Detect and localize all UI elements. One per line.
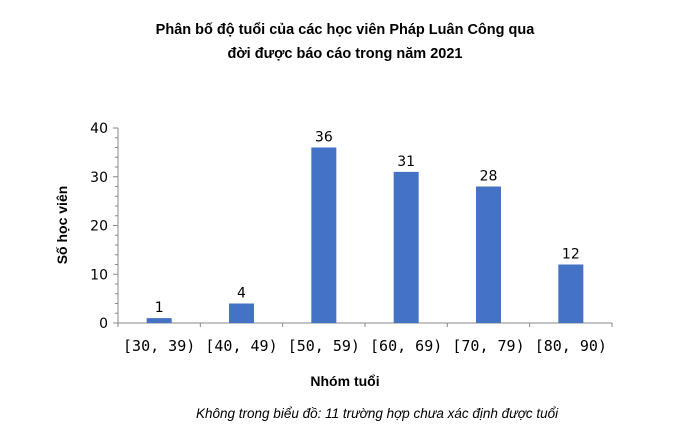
x-tick-label: [60, 69) <box>370 337 442 355</box>
y-tick-label: 30 <box>90 170 108 186</box>
bar <box>393 171 419 323</box>
chart-title: Phân bố độ tuổi của các học viên Pháp Lu… <box>0 18 690 66</box>
y-tick-label: 10 <box>90 267 108 283</box>
x-tick-label: [50, 59) <box>288 337 360 355</box>
y-tick-label: 0 <box>99 316 108 332</box>
data-label: 12 <box>562 247 580 263</box>
bar <box>146 318 172 323</box>
chart-footnote: Không trong biểu đồ: 11 trường hợp chưa … <box>196 406 559 421</box>
chart-title-line-1: Phân bố độ tuổi của các học viên Pháp Lu… <box>155 22 535 38</box>
x-tick-label: [30, 39) <box>123 337 195 355</box>
bar <box>311 147 337 323</box>
bar <box>229 303 254 323</box>
data-label: 1 <box>155 300 164 316</box>
x-tick-label: [70, 79) <box>452 337 524 355</box>
x-tick-label: [80, 90) <box>535 337 607 355</box>
bar <box>476 186 501 323</box>
y-tick-label: 40 <box>90 121 108 137</box>
x-axis-label: Nhóm tuổi <box>310 373 380 389</box>
bar <box>558 264 584 323</box>
data-label: 31 <box>397 154 415 170</box>
data-label: 36 <box>315 130 333 146</box>
chart-title-line-2: đời được báo cáo trong năm 2021 <box>227 46 463 62</box>
data-label: 4 <box>237 286 246 302</box>
y-tick-label: 20 <box>90 219 108 235</box>
data-label: 28 <box>480 169 498 185</box>
x-tick-label: [40, 49) <box>205 337 277 355</box>
